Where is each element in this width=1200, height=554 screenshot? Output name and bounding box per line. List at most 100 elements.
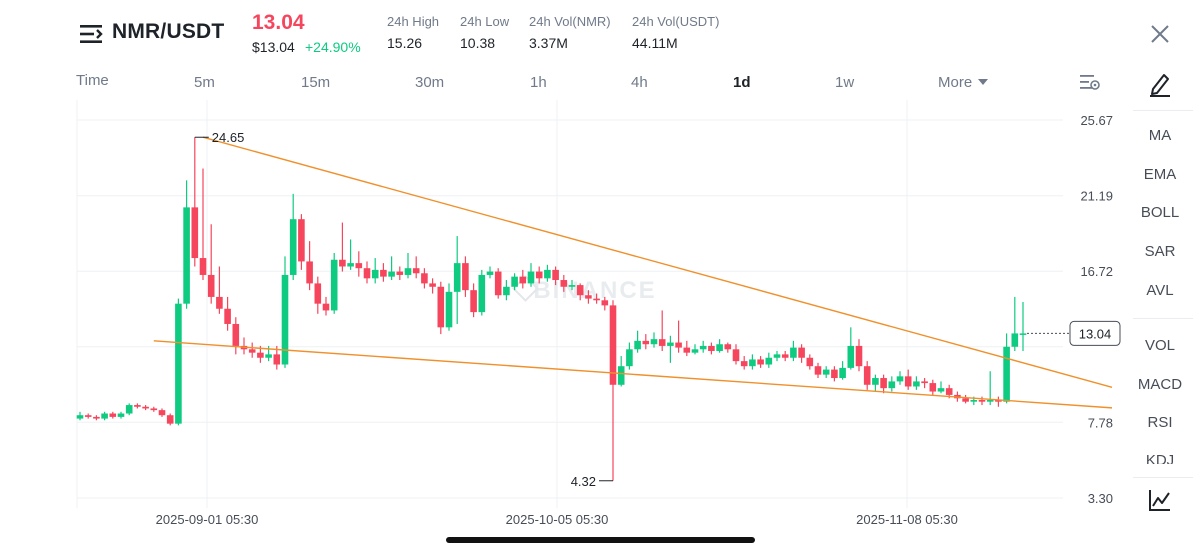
tab-more[interactable]: More [938,74,989,91]
indicator-rsi[interactable]: RSI [1147,414,1173,431]
candle-body [732,349,740,362]
candle-body [306,261,313,284]
tab-more-label: More [938,74,973,91]
candle-body [986,399,994,402]
candle-body [396,271,404,275]
candle-body [880,378,887,389]
tab-15m[interactable]: 15m [301,74,331,91]
trading-pair[interactable]: NMR/USDT [112,20,225,43]
stat-24h-vol-base: 24h Vol(NMR) 3.37M [529,14,611,51]
candle-body [839,367,846,379]
y-tick-label: 3.30 [1088,491,1113,506]
candle-body [716,344,723,351]
candle-body [691,349,699,353]
candle-body [585,295,592,299]
draw-pen-icon[interactable] [1148,71,1172,97]
candle-body [76,415,84,419]
candle-body [117,413,125,417]
y-tick-label: 7.78 [1088,415,1113,430]
indicator-kdj[interactable]: KDJ [1128,452,1192,464]
candle-body [544,269,551,279]
candle-body [339,259,346,267]
candle-body [749,359,756,367]
candle-body [831,369,838,379]
low-price-label: 4.32 [571,474,596,489]
candle-body [519,276,527,284]
indicator-sar[interactable]: SAR [1144,243,1176,260]
candle-body [216,296,223,309]
indicator-macd[interactable]: MACD [1137,376,1183,393]
candle-body [371,269,379,279]
candle-body [404,268,412,275]
candle-body [429,283,436,287]
candle-body [995,399,1002,402]
candle-body [970,399,978,402]
candle-body [904,376,912,387]
divider [1133,110,1193,111]
candle-body [388,271,395,277]
indicator-avl[interactable]: AVL [1146,282,1174,299]
candle-body [412,268,420,274]
candle-body [929,383,937,392]
candle-body [470,290,477,313]
indicator-ema[interactable]: EMA [1143,166,1177,183]
tab-time[interactable]: Time [76,72,109,89]
tab-5m[interactable]: 5m [194,74,215,91]
indicator-ma[interactable]: MA [1148,127,1172,144]
candle-body [699,345,707,350]
chart-settings-icon[interactable] [1079,72,1101,92]
x-tick-label: 2025-10-05 05:30 [506,512,609,527]
candle-body [183,207,190,304]
current-price-label: 13.04 [1079,326,1112,341]
stat-value: 15.26 [387,35,423,51]
candle-body [101,413,108,419]
candle-body [576,285,584,296]
candle-body [437,286,445,328]
tab-1w[interactable]: 1w [835,74,855,91]
trendline [202,136,1113,388]
candle-body [142,406,149,409]
candle-body [248,349,256,353]
candle-body [962,398,969,402]
tab-1d[interactable]: 1d [733,74,751,91]
trendline [153,340,1113,409]
high-price-label: 24.65 [212,130,245,145]
header: NMR/USDT 13.04 $13.04 +24.90% 24h High 1… [0,0,1200,64]
indicator-vol[interactable]: VOL [1144,337,1175,354]
candle-body [609,305,617,385]
candle-body [896,376,904,382]
candle-body [150,408,158,411]
candle-body [199,258,207,275]
chart-line-icon[interactable] [1148,488,1172,512]
price-change: +24.90% [305,39,361,55]
stat-24h-high: 24h High 15.26 [387,14,439,51]
close-icon[interactable] [1149,23,1171,45]
stat-value: 44.11M [632,35,678,51]
candle-body [921,381,928,384]
candle-body [568,285,576,287]
indicator-boll[interactable]: BOLL [1140,204,1180,221]
candle-body [330,259,338,311]
candle-body [617,366,625,385]
candle-body [937,388,945,392]
menu-icon[interactable] [79,22,105,46]
candlestick-chart[interactable]: 25.6721.1916.727.783.30BINANCE24.654.321… [0,100,1125,540]
tab-4h[interactable]: 4h [631,74,648,91]
candle-body [773,354,781,358]
candle-body [355,263,363,269]
y-tick-label: 25.67 [1080,113,1113,128]
candle-body [175,303,182,424]
candle-body [1011,333,1019,347]
tab-30m[interactable]: 30m [415,74,445,91]
candle-body [503,286,510,296]
candle-body [257,352,264,358]
indicator-kdj-label: KDJ [1145,452,1175,464]
candle-body [740,361,748,367]
tab-1h[interactable]: 1h [530,74,547,91]
candle-body [232,323,240,346]
stat-value: 10.38 [460,35,496,51]
candle-body [494,271,502,296]
candle-body [872,378,879,385]
stat-label: 24h Vol(NMR) [529,14,611,29]
stat-24h-vol-quote: 24h Vol(USDT) 44.11M [632,14,719,51]
